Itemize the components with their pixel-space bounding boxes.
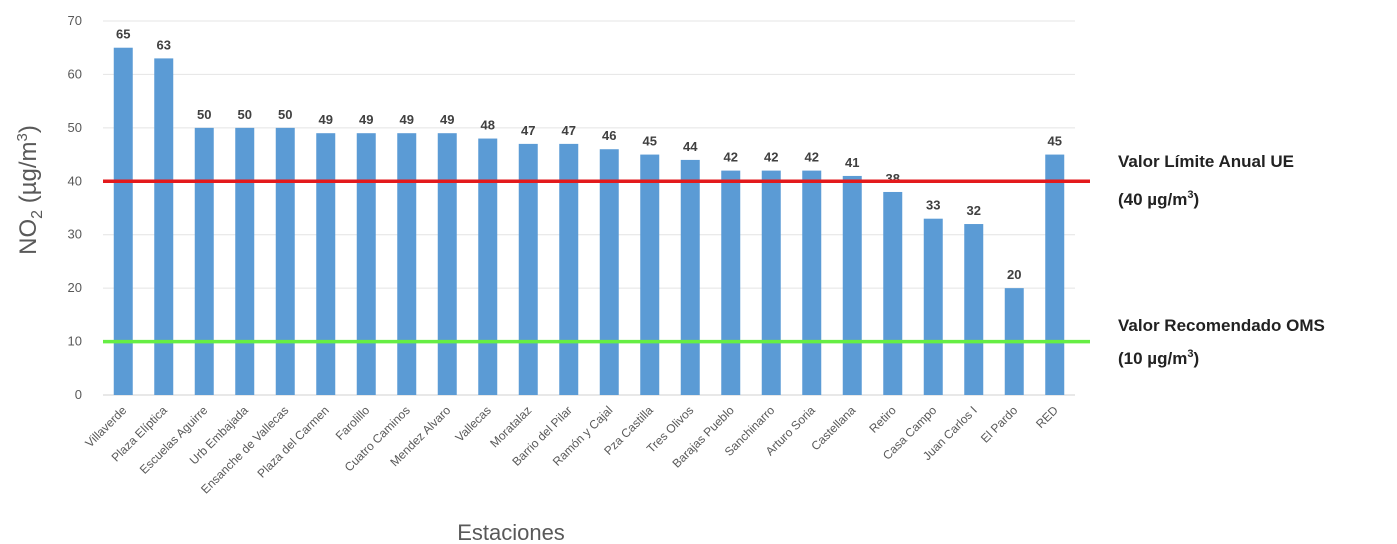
data-label: 46	[602, 128, 616, 143]
x-tick-label: RED	[1033, 403, 1061, 431]
bar	[883, 191, 903, 395]
data-label: 33	[926, 198, 940, 213]
bar	[316, 133, 336, 395]
x-tick-label: Farolillo	[333, 403, 373, 443]
data-label: 32	[967, 203, 981, 218]
bar	[397, 133, 417, 395]
bar	[599, 149, 619, 395]
data-label: 49	[440, 112, 454, 127]
data-label: 42	[764, 150, 778, 165]
data-label: 42	[724, 150, 738, 165]
bar	[1045, 154, 1065, 395]
y-axis-title-sub: 2	[29, 210, 46, 219]
reference-label-ue: Valor Límite Anual UE (40 µg/m3)	[1118, 152, 1294, 209]
y-tick-label: 50	[68, 120, 82, 135]
bar	[113, 47, 133, 395]
oms-label-line2-sup: 3	[1187, 348, 1193, 360]
y-tick-label: 70	[68, 13, 82, 28]
bar	[194, 127, 214, 395]
y-axis-ticks: 0 10 20 30 40 50 60 70	[68, 13, 82, 402]
data-label: 50	[197, 107, 211, 122]
data-label: 63	[157, 37, 171, 52]
y-tick-label: 20	[68, 280, 82, 295]
bar	[640, 154, 660, 395]
data-label: 47	[521, 123, 535, 138]
x-tick-label: El Pardo	[978, 403, 1021, 446]
bar	[721, 170, 741, 395]
data-label: 48	[481, 118, 495, 133]
bars	[113, 47, 1065, 396]
bar	[680, 159, 700, 395]
bar	[356, 133, 376, 395]
data-label: 47	[562, 123, 576, 138]
ue-label-line2-post: )	[1193, 190, 1199, 209]
data-labels: 65 63 50 50 50 49 49 49 49 48 47 47 46 45 44 42 42 42 41 38…	[116, 27, 1062, 282]
data-label: 42	[805, 150, 819, 165]
oms-label-line2-post: )	[1193, 349, 1199, 368]
x-axis-title: Estaciones	[457, 520, 565, 544]
y-axis-title-sup: 3	[14, 133, 31, 141]
bar	[518, 143, 538, 395]
data-label: 65	[116, 27, 130, 42]
bar	[761, 170, 781, 395]
y-tick-label: 30	[68, 227, 82, 242]
y-tick-label: 60	[68, 66, 82, 81]
bar	[923, 218, 943, 395]
bar	[437, 133, 457, 395]
oms-label-line2: (10 µg/m3)	[1118, 348, 1199, 368]
data-label: 20	[1007, 267, 1021, 282]
y-axis-title-rest: (µg/m	[15, 141, 42, 210]
bar	[802, 170, 822, 395]
data-label: 49	[359, 112, 373, 127]
y-axis-title: NO2 (µg/m3)	[14, 125, 46, 255]
data-label: 45	[643, 134, 657, 149]
ue-label-line2-pre: (40 µg/m	[1118, 190, 1187, 209]
x-tick-label: Plaza del Carmen	[255, 403, 332, 480]
data-label: 50	[238, 107, 252, 122]
y-axis-title-end: )	[15, 125, 42, 133]
reference-lines	[103, 179, 1090, 344]
data-label: 49	[400, 112, 414, 127]
bar	[842, 175, 862, 395]
ue-label-line2-sup: 3	[1187, 189, 1193, 201]
bar	[478, 138, 498, 396]
reference-label-oms: Valor Recomendado OMS (10 µg/m3)	[1118, 316, 1325, 368]
data-label: 41	[845, 155, 859, 170]
bar	[964, 224, 984, 395]
y-axis-title-main: NO	[15, 219, 42, 255]
y-tick-label: 10	[68, 334, 82, 349]
data-label: 50	[278, 107, 292, 122]
ue-label-line2: (40 µg/m3)	[1118, 189, 1199, 209]
y-tick-label: 40	[68, 173, 82, 188]
bar	[559, 143, 579, 395]
x-tick-label: Vallecas	[453, 403, 494, 444]
oms-label-line2-pre: (10 µg/m	[1118, 349, 1187, 368]
oms-label-line1: Valor Recomendado OMS	[1118, 316, 1325, 335]
data-label: 45	[1048, 134, 1062, 149]
x-tick-label: Castellana	[808, 403, 858, 453]
bar	[154, 58, 174, 396]
bar	[235, 127, 255, 395]
y-tick-label: 0	[75, 387, 82, 402]
x-tick-label: Retiro	[866, 403, 899, 436]
ue-label-line1: Valor Límite Anual UE	[1118, 152, 1294, 171]
bar	[275, 127, 295, 395]
data-label: 49	[319, 112, 333, 127]
data-label: 44	[683, 139, 698, 154]
data-label: 38	[886, 171, 900, 186]
